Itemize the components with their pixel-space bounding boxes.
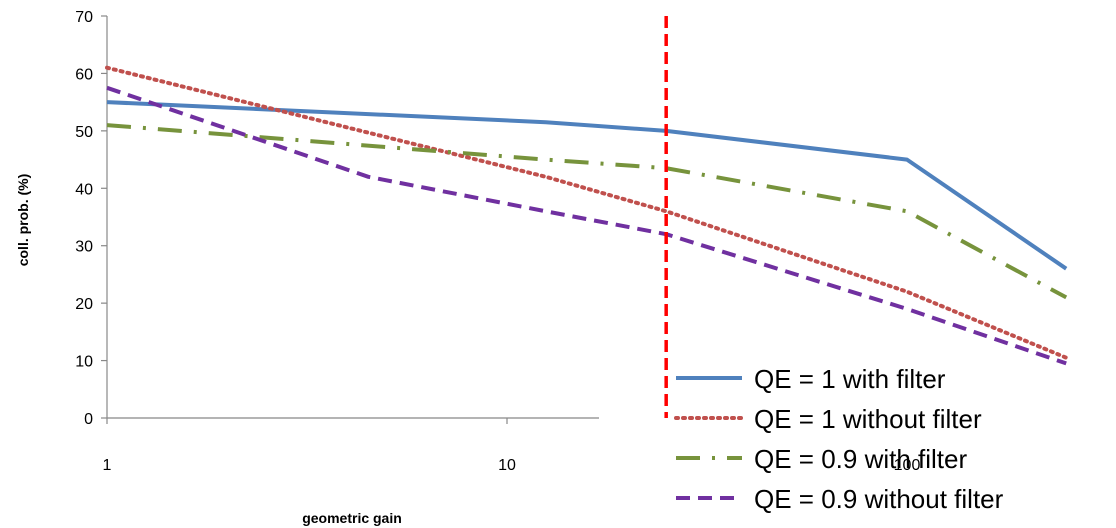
y-tick-label: 30 (75, 239, 93, 256)
series-line-1 (106, 100, 1068, 271)
legend-label-1: QE = 1 with filter (754, 364, 946, 394)
y-tick-label: 10 (75, 354, 93, 371)
series-line-2 (105, 65, 1069, 360)
y-axis-ticks: 0 10 20 30 40 50 60 70 (75, 9, 107, 428)
series-layer (105, 65, 1069, 366)
legend: QE = 1 with filter QE = 1 without filter Q… (674, 364, 1004, 514)
y-tick-label: 50 (75, 124, 93, 141)
legend-label-3: QE = 0.9 with filter (754, 444, 967, 474)
y-tick-label: 60 (75, 66, 93, 83)
y-axis-title: coll. prob. (%) (15, 174, 31, 267)
series-line-4 (106, 85, 1067, 366)
legend-label-4: QE = 0.9 without filter (754, 484, 1004, 514)
y-tick-label: 70 (75, 9, 93, 26)
y-tick-label: 0 (84, 411, 93, 428)
series-line-3 (106, 123, 1068, 300)
legend-label-2: QE = 1 without filter (754, 404, 982, 434)
y-tick-label: 20 (75, 296, 93, 313)
x-tick-label: 100 (894, 457, 921, 474)
x-tick-label: 1 (103, 457, 112, 474)
x-axis-ticks: 1 10 100 (103, 418, 921, 474)
y-tick-label: 40 (75, 181, 93, 198)
x-tick-label: 10 (498, 457, 516, 474)
x-axis-title: geometric gain (302, 510, 402, 526)
